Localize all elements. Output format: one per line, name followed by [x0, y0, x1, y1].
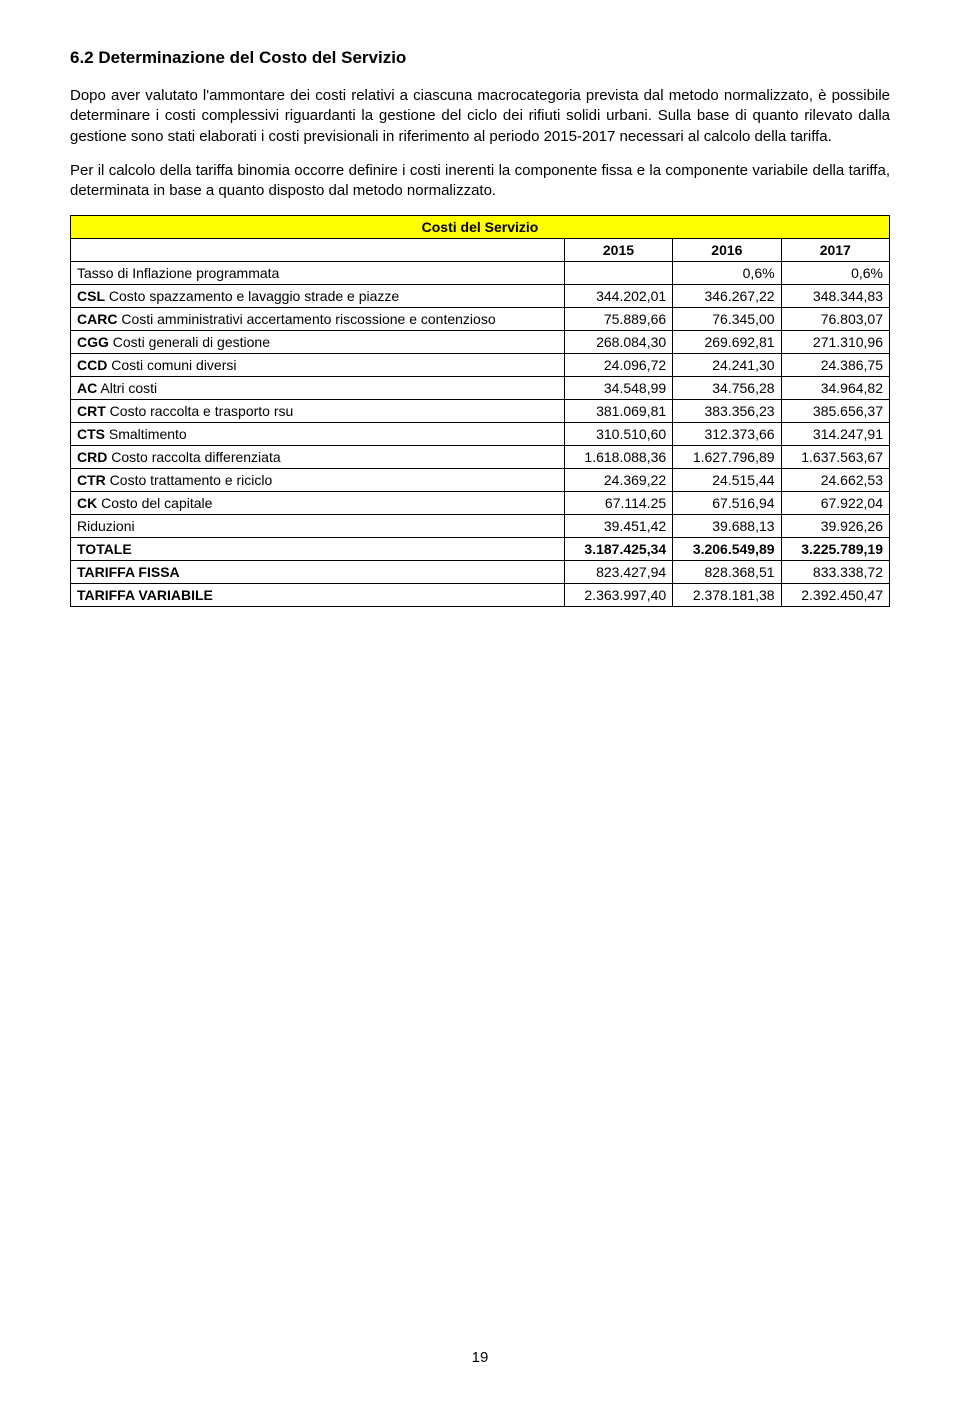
row-value: 24.241,30 — [673, 354, 781, 377]
row-value: 34.964,82 — [781, 377, 889, 400]
row-value: 344.202,01 — [564, 285, 672, 308]
table-row: CK Costo del capitale67.114.2567.516,946… — [71, 492, 890, 515]
row-value: 1.627.796,89 — [673, 446, 781, 469]
row-label: AC Altri costi — [71, 377, 565, 400]
table-row: TARIFFA VARIABILE2.363.997,402.378.181,3… — [71, 584, 890, 607]
table-header-year-2015: 2015 — [564, 239, 672, 262]
row-value: 2.363.997,40 — [564, 584, 672, 607]
row-value: 312.373,66 — [673, 423, 781, 446]
row-label: CARC Costi amministrativi accertamento r… — [71, 308, 565, 331]
row-value: 67.516,94 — [673, 492, 781, 515]
table-title-row: Costi del Servizio — [71, 216, 890, 239]
row-value: 75.889,66 — [564, 308, 672, 331]
row-value: 24.662,53 — [781, 469, 889, 492]
table-row: CSL Costo spazzamento e lavaggio strade … — [71, 285, 890, 308]
table-title: Costi del Servizio — [71, 216, 890, 239]
row-value: 2.378.181,38 — [673, 584, 781, 607]
row-value: 3.187.425,34 — [564, 538, 672, 561]
row-value: 383.356,23 — [673, 400, 781, 423]
table-body: Tasso di Inflazione programmata 0,6%0,6% C… — [71, 262, 890, 607]
table-row: CTR Costo trattamento e riciclo24.369,22… — [71, 469, 890, 492]
table-row: TOTALE3.187.425,343.206.549,893.225.789,… — [71, 538, 890, 561]
row-label: Riduzioni — [71, 515, 565, 538]
paragraph-1: Dopo aver valutato l'ammontare dei costi… — [70, 86, 890, 147]
row-value: 269.692,81 — [673, 331, 781, 354]
table-row: CCD Costi comuni diversi24.096,7224.241,… — [71, 354, 890, 377]
row-value: 34.548,99 — [564, 377, 672, 400]
section-heading: 6.2 Determinazione del Costo del Servizi… — [70, 48, 890, 68]
row-label: TOTALE — [71, 538, 565, 561]
row-value — [564, 262, 672, 285]
row-value: 346.267,22 — [673, 285, 781, 308]
row-value: 3.206.549,89 — [673, 538, 781, 561]
row-value: 314.247,91 — [781, 423, 889, 446]
row-label: CCD Costi comuni diversi — [71, 354, 565, 377]
table-row: TARIFFA FISSA823.427,94828.368,51833.338… — [71, 561, 890, 584]
row-value: 268.084,30 — [564, 331, 672, 354]
row-value: 24.096,72 — [564, 354, 672, 377]
row-label: TARIFFA FISSA — [71, 561, 565, 584]
row-label: CGG Costi generali di gestione — [71, 331, 565, 354]
row-label: CSL Costo spazzamento e lavaggio strade … — [71, 285, 565, 308]
table-row: AC Altri costi34.548,9934.756,2834.964,8… — [71, 377, 890, 400]
row-label: CRT Costo raccolta e trasporto rsu — [71, 400, 565, 423]
row-value: 39.926,26 — [781, 515, 889, 538]
page-number: 19 — [0, 1349, 960, 1366]
table-row: CGG Costi generali di gestione268.084,30… — [71, 331, 890, 354]
row-label: Tasso di Inflazione programmata — [71, 262, 565, 285]
row-value: 833.338,72 — [781, 561, 889, 584]
row-label: CK Costo del capitale — [71, 492, 565, 515]
row-value: 1.618.088,36 — [564, 446, 672, 469]
table-row: Riduzioni39.451,4239.688,1339.926,26 — [71, 515, 890, 538]
row-value: 381.069,81 — [564, 400, 672, 423]
row-value: 828.368,51 — [673, 561, 781, 584]
paragraph-2: Per il calcolo della tariffa binomia occ… — [70, 161, 890, 202]
row-value: 310.510,60 — [564, 423, 672, 446]
row-value: 271.310,96 — [781, 331, 889, 354]
row-value: 3.225.789,19 — [781, 538, 889, 561]
row-value: 348.344,83 — [781, 285, 889, 308]
row-value: 0,6% — [781, 262, 889, 285]
table-header-empty — [71, 239, 565, 262]
table-header-year-2017: 2017 — [781, 239, 889, 262]
row-label: CTS Smaltimento — [71, 423, 565, 446]
row-value: 24.515,44 — [673, 469, 781, 492]
row-value: 39.451,42 — [564, 515, 672, 538]
table-header-year-2016: 2016 — [673, 239, 781, 262]
row-value: 76.345,00 — [673, 308, 781, 331]
row-value: 385.656,37 — [781, 400, 889, 423]
table-row: Tasso di Inflazione programmata 0,6%0,6% — [71, 262, 890, 285]
row-value: 1.637.563,67 — [781, 446, 889, 469]
costs-table: Costi del Servizio 2015 2016 2017 Tasso … — [70, 215, 890, 607]
table-row: CTS Smaltimento310.510,60312.373,66314.2… — [71, 423, 890, 446]
row-label: TARIFFA VARIABILE — [71, 584, 565, 607]
document-page: 6.2 Determinazione del Costo del Servizi… — [0, 0, 960, 1402]
row-value: 0,6% — [673, 262, 781, 285]
row-value: 67.922,04 — [781, 492, 889, 515]
row-value: 823.427,94 — [564, 561, 672, 584]
row-value: 24.386,75 — [781, 354, 889, 377]
table-row: CRD Costo raccolta differenziata1.618.08… — [71, 446, 890, 469]
row-value: 2.392.450,47 — [781, 584, 889, 607]
row-value: 24.369,22 — [564, 469, 672, 492]
row-value: 76.803,07 — [781, 308, 889, 331]
table-row: CARC Costi amministrativi accertamento r… — [71, 308, 890, 331]
row-value: 67.114.25 — [564, 492, 672, 515]
row-label: CRD Costo raccolta differenziata — [71, 446, 565, 469]
row-label: CTR Costo trattamento e riciclo — [71, 469, 565, 492]
table-row: CRT Costo raccolta e trasporto rsu381.06… — [71, 400, 890, 423]
row-value: 39.688,13 — [673, 515, 781, 538]
row-value: 34.756,28 — [673, 377, 781, 400]
table-year-header-row: 2015 2016 2017 — [71, 239, 890, 262]
